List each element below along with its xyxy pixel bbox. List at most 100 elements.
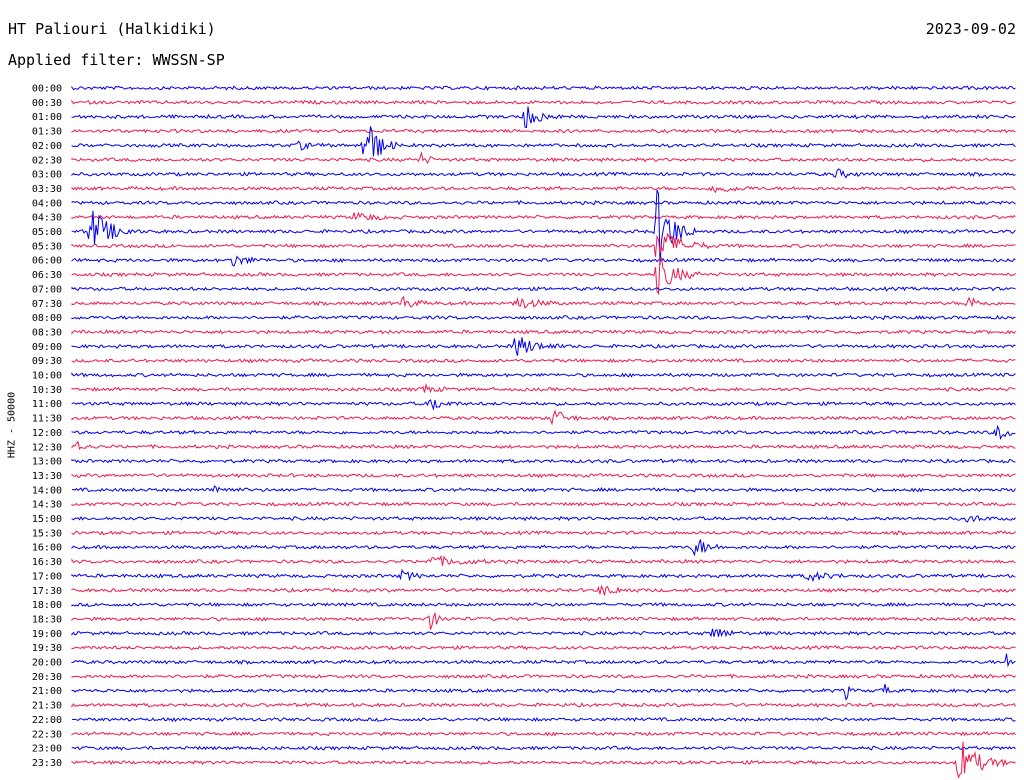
trace-line — [71, 683, 1016, 701]
row-time-label: 19:30 — [32, 643, 62, 654]
row-time-label: 00:00 — [32, 84, 62, 95]
trace-line — [71, 472, 1016, 479]
row-time-label: 11:30 — [32, 414, 62, 425]
row-time-label: 19:00 — [32, 629, 62, 640]
trace-line — [71, 358, 1016, 364]
trace-line — [71, 337, 1016, 356]
row-time-label: 07:30 — [32, 299, 62, 310]
row-time-label: 00:30 — [32, 98, 62, 109]
row-time-label: 23:30 — [32, 758, 62, 769]
row-time-label: 14:30 — [32, 500, 62, 511]
row-time-label: 18:30 — [32, 614, 62, 625]
trace-line — [71, 151, 1016, 164]
trace-line — [71, 458, 1016, 464]
trace-line — [71, 126, 1016, 157]
trace-line — [71, 255, 1016, 267]
row-time-label: 16:00 — [32, 543, 62, 554]
row-time-label: 17:00 — [32, 571, 62, 582]
row-time-label: 02:30 — [32, 155, 62, 166]
trace-line — [71, 440, 1016, 451]
row-time-label: 01:30 — [32, 127, 62, 138]
trace-line — [71, 128, 1016, 134]
row-time-label: 14:00 — [32, 485, 62, 496]
row-time-label: 10:30 — [32, 385, 62, 396]
trace-line — [71, 741, 1016, 779]
trace-line — [71, 539, 1016, 557]
row-time-label: 18:00 — [32, 600, 62, 611]
trace-line — [71, 211, 1016, 222]
date-label: 2023-09-02 — [925, 20, 1016, 38]
row-time-label: 02:00 — [32, 141, 62, 152]
trace-line — [71, 329, 1016, 335]
trace-line — [71, 424, 1016, 441]
row-time-label: 09:30 — [32, 356, 62, 367]
trace-line — [71, 382, 1016, 394]
row-time-label: 07:00 — [32, 284, 62, 295]
row-time-label: 06:30 — [32, 270, 62, 281]
row-time-label: 13:00 — [32, 457, 62, 468]
trace-line — [71, 716, 1016, 723]
row-time-label: 04:30 — [32, 213, 62, 224]
row-time-label: 15:00 — [32, 514, 62, 525]
row-time-label: 06:00 — [32, 256, 62, 267]
trace-line — [71, 653, 1016, 668]
trace-line — [71, 485, 1016, 494]
trace-line — [71, 85, 1016, 91]
row-time-label: 15:30 — [32, 528, 62, 539]
row-time-label: 08:30 — [32, 327, 62, 338]
trace-line — [71, 611, 1016, 630]
row-time-label: 16:30 — [32, 557, 62, 568]
row-time-label: 10:00 — [32, 371, 62, 382]
row-time-label: 05:00 — [32, 227, 62, 238]
row-time-label: 13:30 — [32, 471, 62, 482]
trace-line — [71, 314, 1016, 321]
row-time-label: 08:00 — [32, 313, 62, 324]
trace-line — [71, 99, 1016, 105]
trace-line — [71, 295, 1016, 309]
trace-line — [71, 673, 1016, 680]
row-time-label: 21:00 — [32, 686, 62, 697]
row-time-label: 12:30 — [32, 442, 62, 453]
trace-line — [71, 584, 1016, 596]
trace-line — [71, 568, 1016, 583]
row-time-label: 22:30 — [32, 729, 62, 740]
trace-line — [71, 515, 1016, 523]
trace-line — [71, 257, 1016, 296]
row-time-label: 03:30 — [32, 184, 62, 195]
trace-line — [71, 286, 1016, 292]
trace-line — [71, 232, 1016, 257]
trace-line — [71, 199, 1016, 206]
trace-line — [71, 628, 1016, 638]
row-time-label: 20:00 — [32, 658, 62, 669]
trace-line — [71, 168, 1016, 179]
row-time-label: 01:00 — [32, 112, 62, 123]
station-title: HT Paliouri (Halkidiki) — [8, 20, 216, 38]
trace-line — [71, 644, 1016, 651]
row-time-label: 09:00 — [32, 342, 62, 353]
row-time-label: 23:00 — [32, 744, 62, 755]
trace-line — [71, 399, 1016, 412]
filter-label: Applied filter: WWSSN-SP — [8, 51, 225, 69]
trace-line — [71, 185, 1016, 194]
row-time-label: 12:00 — [32, 428, 62, 439]
row-time-label: 03:00 — [32, 170, 62, 181]
row-time-label: 05:30 — [32, 241, 62, 252]
trace-line — [71, 702, 1016, 708]
trace-line — [71, 371, 1016, 378]
row-time-label: 20:30 — [32, 672, 62, 683]
trace-line — [71, 554, 1016, 566]
row-time-label: 17:30 — [32, 586, 62, 597]
trace-line — [71, 730, 1016, 737]
row-time-label: 22:00 — [32, 715, 62, 726]
trace-line — [71, 601, 1016, 608]
row-time-label: 21:30 — [32, 701, 62, 712]
trace-line — [71, 106, 1016, 129]
trace-line — [71, 530, 1016, 536]
trace-line — [71, 745, 1016, 751]
row-time-label: 04:00 — [32, 198, 62, 209]
trace-line — [71, 501, 1016, 507]
trace-line — [71, 409, 1016, 426]
row-time-label: 11:00 — [32, 399, 62, 410]
trace-line — [71, 189, 1016, 266]
